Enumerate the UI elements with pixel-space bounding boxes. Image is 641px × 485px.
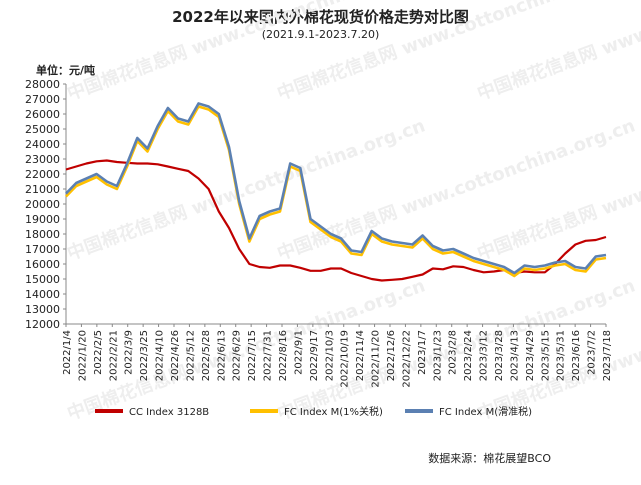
y-tick-label: 12000	[25, 318, 60, 331]
x-tick-label: 2022/11/20	[371, 330, 382, 388]
legend-label-2: FC Index M(滑准税)	[439, 405, 532, 418]
x-tick-label: 2023/5/15	[540, 330, 551, 381]
x-tick-label: 2022/11/4	[355, 330, 366, 381]
x-tick-label: 2023/4/29	[525, 330, 536, 381]
x-tick-label: 2022/3/9	[124, 330, 135, 375]
legend-label-1: FC Index M(1%关税)	[284, 405, 383, 418]
x-tick-label: 2023/1/23	[432, 330, 443, 381]
x-tick-label: 2022/10/19	[340, 330, 351, 388]
x-tick-label: 2022/4/10	[155, 330, 166, 381]
y-unit-label: 单位：元/吨	[36, 64, 96, 77]
legend-label-0: CC Index 3128B	[129, 407, 209, 418]
x-tick-label: 2022/6/13	[216, 330, 227, 381]
series-line-1	[65, 105, 607, 278]
x-tick-label: 2022/9/17	[309, 330, 320, 381]
x-tick-label: 2022/5/28	[201, 330, 212, 381]
y-tick-label: 26000	[25, 108, 60, 121]
chart-subtitle: (2021.9.1-2023.7.20)	[261, 28, 380, 41]
y-tick-label: 18000	[25, 228, 60, 241]
x-tick-label: 2022/4/26	[170, 330, 181, 381]
y-tick-label: 17000	[25, 243, 60, 256]
x-tick-label: 2023/7/18	[602, 330, 613, 381]
x-tick-label: 2023/3/28	[494, 330, 505, 381]
x-tick-label: 2023/3/12	[479, 330, 490, 381]
x-tick-label: 2022/12/6	[386, 330, 397, 381]
y-tick-label: 15000	[25, 273, 60, 286]
x-tick-label: 2022/9/1	[293, 330, 304, 375]
x-tick-label: 2023/7/2	[587, 330, 598, 375]
x-tick-label: 2022/8/16	[278, 330, 289, 381]
x-tick-label: 2023/6/16	[571, 330, 582, 381]
x-tick-label: 2023/2/8	[448, 330, 459, 375]
chart-title: 2022年以来国内外棉花现货价格走势对比图	[172, 8, 469, 26]
y-tick-label: 27000	[25, 93, 60, 106]
x-tick-label: 2022/2/21	[108, 330, 119, 381]
y-tick-label: 25000	[25, 123, 60, 136]
y-tick-label: 23000	[25, 153, 60, 166]
x-tick-label: 2022/2/5	[93, 330, 104, 375]
y-tick-label: 13000	[25, 303, 60, 316]
x-tick-label: 2022/10/3	[324, 330, 335, 381]
y-tick-label: 14000	[25, 288, 60, 301]
x-tick-label: 2023/2/24	[463, 330, 474, 381]
x-tick-label: 2022/1/20	[77, 330, 88, 381]
x-tick-label: 2022/7/31	[263, 330, 274, 381]
y-tick-label: 20000	[25, 198, 60, 211]
series-line-2	[65, 102, 607, 275]
x-tick-label: 2022/6/29	[232, 330, 243, 381]
source-note: 数据来源：棉花展望BCO	[428, 452, 551, 465]
watermark-text: 中国棉花信息网 www.cottonchina.org.cn	[64, 114, 428, 264]
x-tick-label: 2022/7/15	[247, 330, 258, 381]
y-tick-label: 28000	[25, 78, 60, 91]
y-tick-label: 19000	[25, 213, 60, 226]
x-tick-label: 2022/5/12	[185, 330, 196, 381]
y-tick-label: 22000	[25, 168, 60, 181]
x-tick-label: 2023/4/13	[509, 330, 520, 381]
y-tick-label: 24000	[25, 138, 60, 151]
y-tick-label: 16000	[25, 258, 60, 271]
x-tick-label: 2022/12/22	[401, 330, 412, 388]
y-tick-label: 21000	[25, 183, 60, 196]
x-tick-label: 2022/1/4	[62, 330, 73, 375]
x-tick-label: 2023/5/31	[556, 330, 567, 381]
x-tick-label: 2023/1/7	[417, 330, 428, 375]
x-tick-label: 2022/3/25	[139, 330, 150, 381]
